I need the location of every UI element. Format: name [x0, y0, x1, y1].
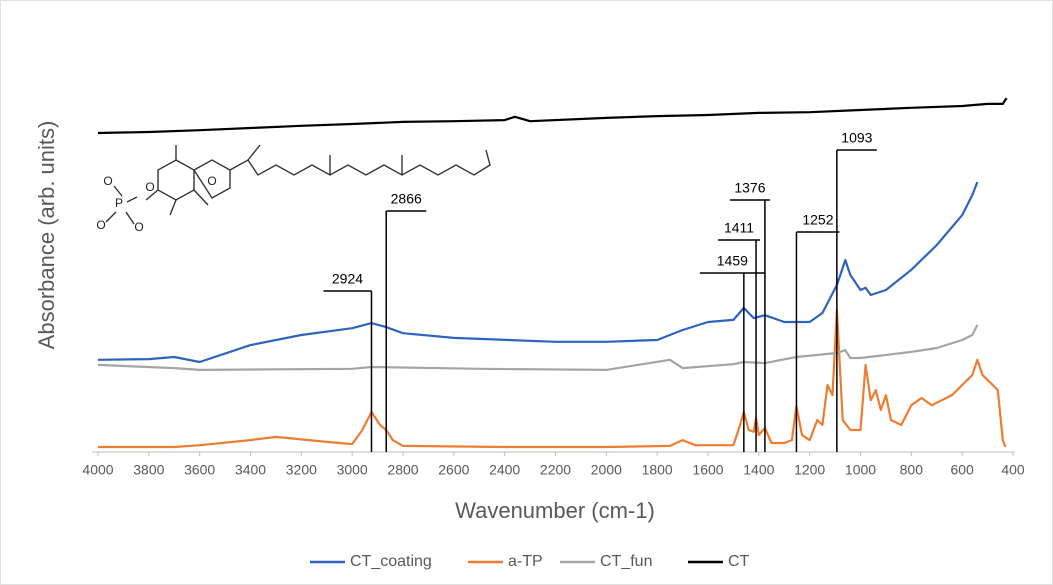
legend-label: a-TP	[508, 553, 543, 570]
legend-label: CT	[728, 553, 750, 570]
series-line	[97, 97, 1008, 135]
x-tick-label: 3000	[337, 462, 368, 478]
x-tick-label: 1800	[642, 462, 673, 478]
atom-label: O	[103, 174, 112, 188]
x-tick-label: 2800	[387, 462, 418, 478]
peak-label: 1411	[724, 220, 754, 236]
x-tick-label: 2400	[489, 462, 520, 478]
x-axis-title: Wavenumber (cm-1)	[455, 498, 655, 523]
legend-label: CT_coating	[350, 553, 432, 570]
peak-label: 1093	[841, 130, 872, 146]
molecule	[105, 144, 491, 225]
x-tick-label: 800	[900, 462, 924, 478]
peak-label: 2924	[332, 271, 363, 287]
x-tick-label: 3800	[133, 462, 164, 478]
x-tick-label: 1400	[743, 462, 774, 478]
atom-label: O	[96, 218, 105, 232]
x-tick-label: 2200	[540, 462, 571, 478]
series-line	[97, 181, 979, 364]
peak-label: 2866	[391, 191, 422, 207]
series-line	[97, 324, 979, 371]
x-tick-label: 3400	[235, 462, 266, 478]
x-tick-label: 2600	[438, 462, 469, 478]
x-tick-label: 2000	[591, 462, 622, 478]
peak-label: 1376	[734, 180, 765, 196]
y-axis-title: Absorbance (arb. units)	[34, 121, 59, 350]
x-tick-label: 3200	[286, 462, 317, 478]
x-tick-label: 1600	[692, 462, 723, 478]
atom-label: O	[207, 174, 216, 188]
series-line	[98, 309, 1007, 449]
x-tick-label: 3600	[184, 462, 215, 478]
legend-label: CT_fun	[600, 553, 652, 570]
x-tick-label: 1200	[794, 462, 825, 478]
x-tick-label: 600	[950, 462, 974, 478]
x-tick-label: 400	[1001, 462, 1025, 478]
x-tick-label: 1000	[845, 462, 876, 478]
atom-label: O	[145, 180, 154, 194]
x-tick-label: 4000	[82, 462, 113, 478]
atom-label: O	[134, 220, 143, 234]
atom-label: P	[115, 196, 123, 210]
peak-label: 1459	[717, 253, 748, 269]
peak-label: 1252	[802, 212, 833, 228]
